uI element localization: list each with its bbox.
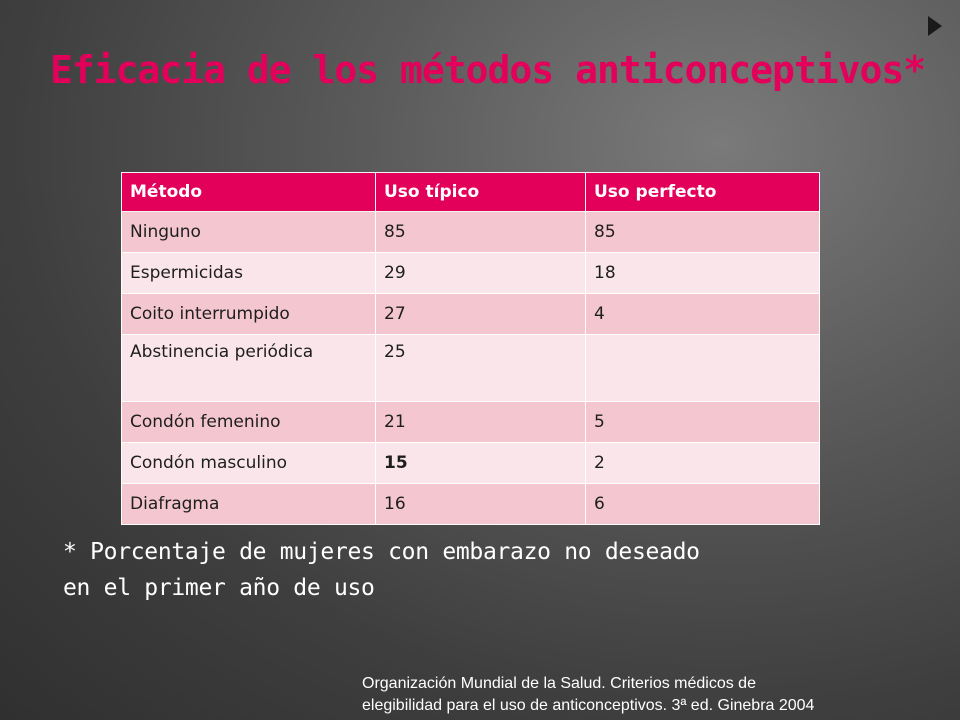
triangle-right-icon	[928, 16, 942, 36]
table-row: Diafragma 16 6	[121, 483, 820, 525]
header-typical-use: Uso típico	[375, 172, 586, 212]
perfect-use-cell: 6	[585, 483, 820, 525]
header-perfect-use: Uso perfecto	[585, 172, 820, 212]
method-cell: Condón femenino	[121, 401, 376, 443]
table-row: Condón femenino 21 5	[121, 401, 820, 443]
table-row: Espermicidas 29 18	[121, 252, 820, 294]
table-row: Coito interrumpido 27 4	[121, 293, 820, 335]
table-row: Abstinencia periódica 25	[121, 334, 820, 402]
source-line: Organización Mundial de la Salud. Criter…	[362, 675, 756, 692]
perfect-use-cell	[585, 334, 820, 402]
method-cell: Coito interrumpido	[121, 293, 376, 335]
typical-use-cell: 25	[375, 334, 586, 402]
footnote-line: en el primer año de uso	[63, 575, 375, 601]
typical-use-cell: 15	[375, 442, 586, 484]
typical-use-cell: 27	[375, 293, 586, 335]
typical-use-cell: 21	[375, 401, 586, 443]
perfect-use-cell: 4	[585, 293, 820, 335]
typical-use-cell: 85	[375, 211, 586, 253]
table-header-row: Método Uso típico Uso perfecto	[121, 172, 820, 212]
footnote: * Porcentaje de mujeres con embarazo no …	[63, 534, 903, 606]
footnote-line: * Porcentaje de mujeres con embarazo no …	[63, 539, 700, 565]
perfect-use-cell: 5	[585, 401, 820, 443]
typical-use-cell: 29	[375, 252, 586, 294]
source-line: elegibilidad para el uso de anticoncepti…	[362, 697, 815, 714]
table-row: Condón masculino 15 2	[121, 442, 820, 484]
perfect-use-cell: 18	[585, 252, 820, 294]
source-citation: Organización Mundial de la Salud. Criter…	[362, 673, 922, 717]
typical-use-cell: 16	[375, 483, 586, 525]
table-row: Ninguno 85 85	[121, 211, 820, 253]
perfect-use-cell: 85	[585, 211, 820, 253]
method-cell: Condón masculino	[121, 442, 376, 484]
slide-title: Eficacia de los métodos anticonceptivos*	[50, 48, 926, 92]
perfect-use-cell: 2	[585, 442, 820, 484]
method-cell: Espermicidas	[121, 252, 376, 294]
contraceptive-efficacy-table: Método Uso típico Uso perfecto Ninguno 8…	[121, 172, 820, 525]
header-method: Método	[121, 172, 376, 212]
method-cell: Diafragma	[121, 483, 376, 525]
method-cell: Abstinencia periódica	[121, 334, 376, 402]
method-cell: Ninguno	[121, 211, 376, 253]
